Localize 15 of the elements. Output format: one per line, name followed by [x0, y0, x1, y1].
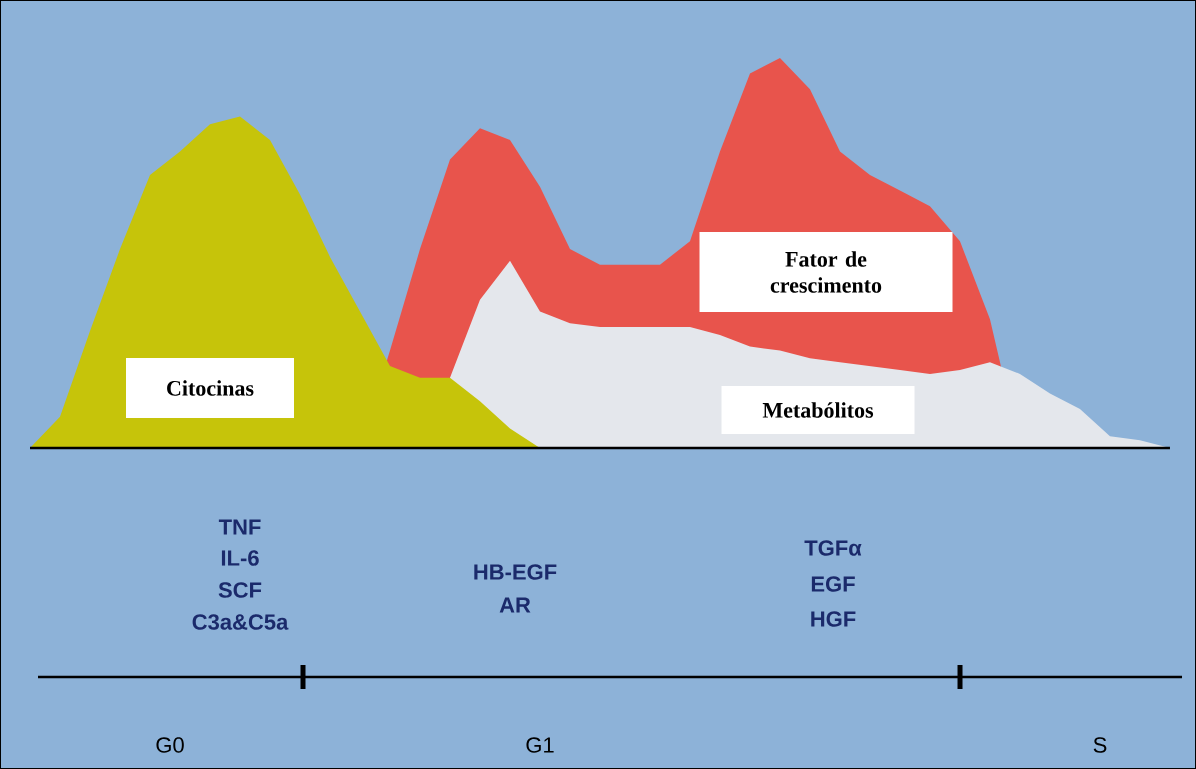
text: G0: [156, 737, 184, 753]
text: HB-EGF: [474, 564, 557, 580]
text: SCF: [218, 582, 262, 598]
text: TGFα: [804, 540, 862, 556]
text: G1: [526, 737, 554, 753]
text: AR: [499, 597, 531, 613]
text: EGF: [811, 576, 855, 592]
text: S: [1093, 737, 1107, 753]
series-label: Metabólitos: [762, 402, 874, 418]
text: IL-6: [221, 550, 259, 566]
series-label: Fator de crescimento: [770, 251, 882, 293]
text: HGF: [811, 611, 856, 627]
series-label: Citocinas: [167, 380, 254, 396]
text: C3a&C5a: [192, 614, 289, 630]
text: TNF: [218, 519, 261, 535]
